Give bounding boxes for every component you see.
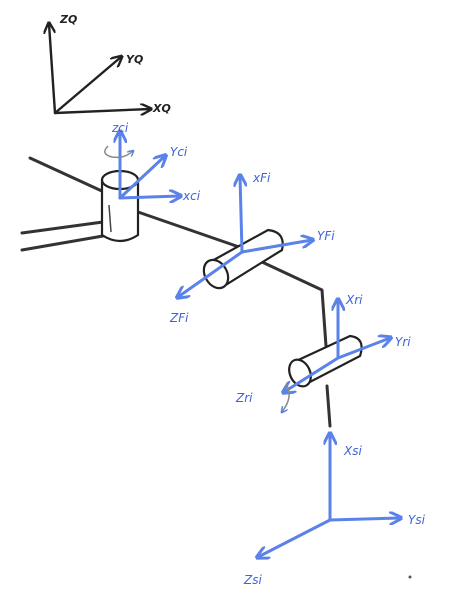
- world-x-label: XQ: [152, 102, 171, 115]
- tibia-joint: [288, 334, 363, 388]
- world-z-axis: [49, 24, 57, 115]
- frame-r-y-axis: [336, 338, 390, 360]
- frame-c-y-label: Yci: [170, 145, 188, 159]
- frame-f-y-axis: [240, 240, 312, 254]
- frame-f-y-label: YFi: [317, 229, 335, 243]
- frame-r-z-axis: [284, 356, 340, 392]
- frame-r-z-label: Zri: [235, 391, 253, 405]
- frame-s-y-label: Ysi: [408, 513, 426, 527]
- coxa-inner-line: [108, 204, 112, 233]
- frame-r-y-label: Yri: [395, 335, 411, 349]
- frame-f-z-label: ZFi: [169, 311, 189, 325]
- leg-body: [20, 156, 332, 428]
- frame-f-x-label: xFi: [252, 171, 271, 185]
- frame-f-z-axis: [178, 250, 244, 297]
- frame-c-x-axis: [118, 196, 180, 198]
- world-y-label: YQ: [126, 53, 143, 66]
- frame-s-y-axis: [328, 518, 400, 520]
- frame-c-y-axis: [118, 156, 165, 200]
- body-link-lower-1: [20, 220, 105, 235]
- frame-f-x-axis: [240, 176, 242, 254]
- frame-s: Xsi Ysi Zsi: [243, 434, 426, 587]
- world-frame: ZQ YQ XQ: [49, 13, 171, 115]
- frame-c-x-label: xci: [182, 189, 201, 203]
- frame-s-z-axis: [258, 518, 332, 557]
- body-link-lower-2: [20, 234, 105, 252]
- femur-tibia-link: [260, 260, 328, 348]
- tibia-foot-link: [325, 384, 332, 428]
- world-y-axis: [53, 57, 121, 115]
- frame-c-z-label: zci: [111, 121, 129, 135]
- body-link-upper: [28, 156, 106, 194]
- world-z-label: ZQ: [59, 13, 77, 26]
- frame-s-x-label: Xsi: [343, 444, 362, 458]
- frame-r: Xri Yri Zri: [235, 293, 411, 412]
- coxa-femur-link: [136, 210, 244, 250]
- frame-c-rotation-arrow: [104, 145, 133, 159]
- frame-r-x-label: Xri: [345, 293, 363, 307]
- frame-r-rotation-arrow: [282, 383, 290, 412]
- stray-dot: [408, 575, 412, 579]
- frame-s-z-label: Zsi: [243, 573, 262, 587]
- world-x-axis: [53, 109, 150, 113]
- frame-f: xFi YFi ZFi: [169, 171, 335, 325]
- frame-c: zci Yci xci: [104, 121, 201, 203]
